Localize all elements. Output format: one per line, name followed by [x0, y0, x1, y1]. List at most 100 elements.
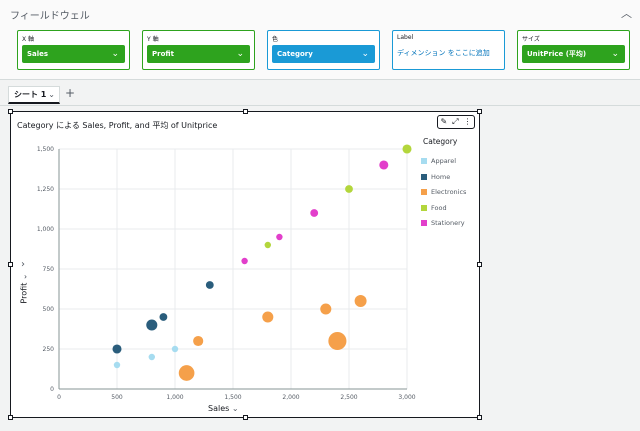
- color-well[interactable]: 色 Category ⌄: [267, 30, 380, 70]
- data-point: [328, 331, 347, 351]
- y-tick-label: 750: [43, 266, 55, 273]
- y-axis-field-pill[interactable]: Profit ⌄: [147, 45, 250, 63]
- resize-handle[interactable]: [477, 262, 482, 267]
- chevron-down-icon[interactable]: ⌄: [236, 49, 244, 59]
- x-tick-label: 1,000: [166, 394, 183, 401]
- y-axis-well-label: Y 軸: [147, 36, 159, 43]
- legend-item[interactable]: Stationery: [421, 219, 465, 227]
- chevron-down-icon[interactable]: ⌄: [111, 49, 119, 59]
- legend-swatch: [421, 158, 427, 164]
- data-point: [146, 319, 158, 331]
- legend-swatch: [421, 204, 427, 211]
- data-point: [113, 361, 121, 369]
- data-point: [320, 303, 332, 315]
- legend-label: Stationery: [431, 219, 465, 227]
- chevron-down-icon[interactable]: ⌄: [19, 273, 29, 281]
- collapse-icon[interactable]: ︿: [621, 7, 632, 20]
- field-well-panel: フィールドウェル ︿ X 軸 Sales ⌄ Y 軸 Profit ⌄ 色 Ca…: [0, 0, 640, 80]
- x-axis-label: Sales: [208, 404, 230, 413]
- chevron-down-icon[interactable]: ⌄: [361, 49, 369, 59]
- x-axis-field-pill[interactable]: Sales ⌄: [22, 45, 125, 63]
- y-tick-label: 0: [50, 386, 54, 393]
- legend-swatch: [421, 173, 427, 180]
- legend-item[interactable]: Home: [421, 173, 450, 181]
- x-axis-well[interactable]: X 軸 Sales ⌄: [17, 30, 130, 70]
- x-tick-label: 500: [111, 394, 123, 401]
- resize-handle[interactable]: [243, 415, 248, 420]
- y-axis-well[interactable]: Y 軸 Profit ⌄: [142, 30, 255, 70]
- add-sheet-icon[interactable]: +: [65, 86, 76, 100]
- data-point: [345, 185, 353, 193]
- y-axis-title[interactable]: Profit ⌄: [20, 273, 29, 303]
- data-point: [112, 344, 122, 354]
- expand-icon[interactable]: ⤢: [452, 117, 459, 126]
- data-point: [354, 295, 367, 307]
- legend-item[interactable]: Electronics: [421, 188, 466, 196]
- y-tick-label: 1,250: [37, 186, 54, 193]
- data-point: [205, 281, 214, 289]
- size-well[interactable]: サイズ UnitPrice (平均) ⌄: [517, 30, 630, 70]
- x-axis-well-label: X 軸: [22, 36, 35, 43]
- data-point: [171, 345, 179, 353]
- y-tick-label: 1,000: [37, 226, 54, 233]
- resize-handle[interactable]: [8, 109, 13, 114]
- legend-swatch: [421, 220, 427, 226]
- data-point: [262, 311, 274, 323]
- x-axis-title[interactable]: Sales ⌄: [208, 404, 239, 413]
- legend-label: Food: [431, 203, 447, 212]
- label-well-label: Label: [397, 34, 414, 41]
- x-tick-label: 3,000: [398, 394, 415, 401]
- data-point: [241, 257, 248, 265]
- chevron-down-icon[interactable]: ⌄: [611, 49, 619, 59]
- x-axis-field-value: Sales: [27, 50, 49, 58]
- y-tick-label: 250: [43, 346, 55, 353]
- legend-label: Electronics: [431, 188, 467, 196]
- y-tick-label: 1,500: [37, 146, 54, 153]
- visual-menu[interactable]: ✎ ⤢ ⋮: [437, 115, 475, 129]
- y-axis-label: Profit: [19, 282, 29, 304]
- resize-handle[interactable]: [8, 262, 13, 267]
- x-tick-label: 2,000: [282, 394, 299, 401]
- data-point: [159, 313, 168, 321]
- label-well[interactable]: Label ディメンション をここに追加: [392, 30, 505, 70]
- data-point: [148, 353, 155, 361]
- size-well-label: サイズ: [522, 36, 540, 43]
- scatter-visual[interactable]: Category による Sales, Profit, and 平均 of Un…: [8, 109, 482, 420]
- resize-handle[interactable]: [477, 415, 482, 420]
- color-well-label: 色: [272, 36, 279, 43]
- resize-handle[interactable]: [477, 109, 482, 114]
- size-field-value: UnitPrice (平均): [527, 50, 587, 58]
- resize-handle[interactable]: [243, 109, 248, 114]
- x-tick-label: 0: [57, 394, 61, 401]
- y-tick-label: 500: [43, 306, 55, 313]
- legend-label: Apparel: [431, 157, 457, 165]
- more-options-icon[interactable]: ⋮: [463, 117, 472, 126]
- chevron-down-icon[interactable]: ⌄: [48, 90, 55, 99]
- size-field-pill[interactable]: UnitPrice (平均) ⌄: [522, 45, 625, 63]
- resize-handle[interactable]: [8, 415, 13, 420]
- data-point: [379, 160, 389, 170]
- legend-item[interactable]: Apparel: [421, 157, 456, 165]
- x-tick-label: 2,500: [340, 394, 357, 401]
- data-point: [264, 241, 271, 249]
- legend-title: Category: [423, 137, 458, 146]
- legend-item[interactable]: Food: [421, 204, 447, 212]
- y-axis-field-value: Profit: [152, 50, 174, 58]
- x-tick-label: 1,500: [224, 394, 241, 401]
- legend-label: Home: [431, 172, 451, 181]
- visual-title: Category による Sales, Profit, and 平均 of Un…: [17, 121, 218, 130]
- color-field-value: Category: [277, 50, 313, 58]
- legend-swatch: [421, 189, 427, 195]
- chevron-right-icon[interactable]: ›: [21, 259, 25, 270]
- edit-icon[interactable]: ✎: [440, 117, 448, 126]
- sheet-tab[interactable]: シート 1 ⌄: [8, 86, 60, 104]
- chevron-down-icon[interactable]: ⌄: [231, 404, 239, 413]
- data-point: [193, 335, 204, 347]
- data-point: [178, 365, 195, 381]
- field-well-title: フィールドウェル: [10, 11, 90, 22]
- data-point: [276, 233, 283, 241]
- color-field-pill[interactable]: Category ⌄: [272, 45, 375, 63]
- data-point: [310, 209, 319, 217]
- tab-divider: [0, 105, 640, 106]
- label-well-placeholder[interactable]: ディメンション をここに追加: [397, 49, 490, 57]
